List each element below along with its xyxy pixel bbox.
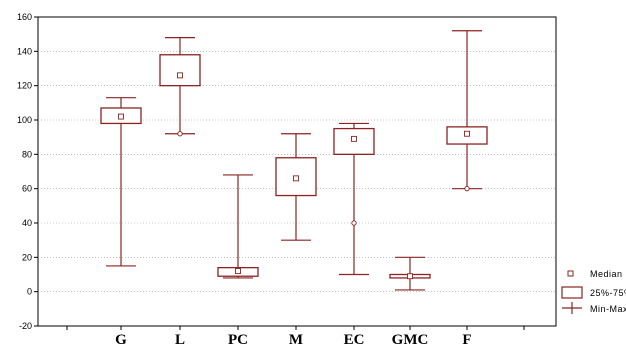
x-category-label: M	[289, 332, 303, 347]
y-tick-label: 120	[17, 81, 32, 91]
box-iqr	[159, 54, 201, 87]
x-category-label: G	[115, 332, 127, 347]
x-category-label: EC	[344, 332, 365, 347]
median-marker	[351, 135, 357, 142]
legend-box-marker	[561, 286, 583, 299]
box-ec	[333, 122, 375, 276]
median-marker	[118, 113, 124, 120]
box-gmc	[389, 256, 431, 291]
x-category-label: GMC	[392, 332, 429, 347]
y-tick-label: 160	[17, 12, 32, 22]
legend-whisker-label: Min-Max	[590, 304, 626, 314]
y-tick-label: -20	[19, 321, 32, 331]
x-category-label: PC	[228, 332, 248, 347]
legend: Median 25%-75% Min-Max	[561, 269, 626, 314]
y-tick-label: 60	[22, 184, 32, 194]
median-marker	[407, 273, 413, 280]
plot-frame	[37, 16, 557, 327]
y-tick-label: 20	[22, 252, 32, 262]
median-marker	[293, 175, 299, 182]
median-marker	[235, 268, 241, 275]
y-tick-label: 40	[22, 218, 32, 228]
y-tick-label: 0	[27, 287, 32, 297]
y-axis: -20 0 20 40 60 80 100 120 140 160	[17, 12, 38, 331]
median-marker	[464, 130, 470, 137]
median-marker	[177, 72, 183, 79]
x-category-label: F	[462, 332, 471, 347]
boxes	[100, 30, 488, 291]
box-l	[159, 36, 201, 135]
box-g	[100, 97, 142, 267]
y-tick-label: 140	[17, 46, 32, 56]
outlier-point	[464, 186, 470, 192]
box-m	[275, 133, 317, 241]
legend-box-label: 25%-75%	[590, 288, 626, 298]
legend-median-label: Median	[590, 269, 623, 279]
box-f	[446, 30, 488, 190]
box-pc	[217, 174, 259, 279]
outlier-point	[351, 220, 357, 226]
outlier-point	[177, 131, 183, 137]
x-category-label: L	[175, 332, 185, 347]
y-tick-label: 80	[22, 149, 32, 159]
legend-median-marker	[567, 270, 574, 277]
y-tick-label: 100	[17, 115, 32, 125]
x-axis: G L PC M EC GMC F	[66, 326, 525, 347]
